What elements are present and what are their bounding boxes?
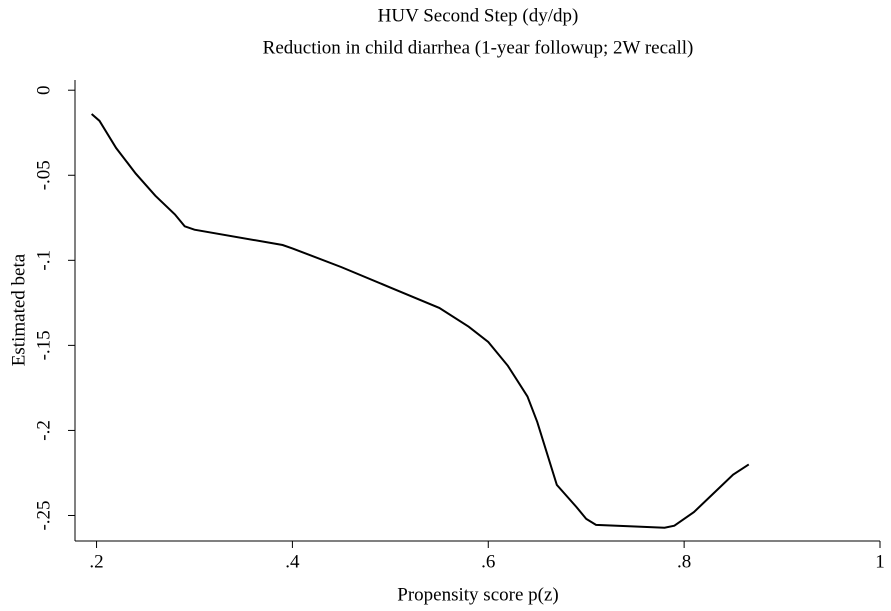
y-tick-label: -.1 [33,250,54,271]
x-axis-label: Propensity score p(z) [397,584,558,605]
chart-title: HUV Second Step (dy/dp) [378,5,579,26]
y-tick-label: -.25 [33,500,54,530]
x-tick-label: .8 [677,551,691,572]
line-series [90,113,750,529]
x-tick-label: 1 [875,551,885,572]
y-tick-label: -.2 [33,420,54,441]
x-tick-label: .6 [481,551,495,572]
y-axis-label: Estimated beta [8,253,29,366]
x-tick-label: .4 [285,551,300,572]
y-tick-label: -.15 [33,330,54,360]
chart-subtitle: Reduction in child diarrhea (1-year foll… [263,37,694,58]
y-tick-label: -.05 [33,160,54,190]
x-tick-label: .2 [89,551,103,572]
y-tick-label: 0 [33,85,54,95]
